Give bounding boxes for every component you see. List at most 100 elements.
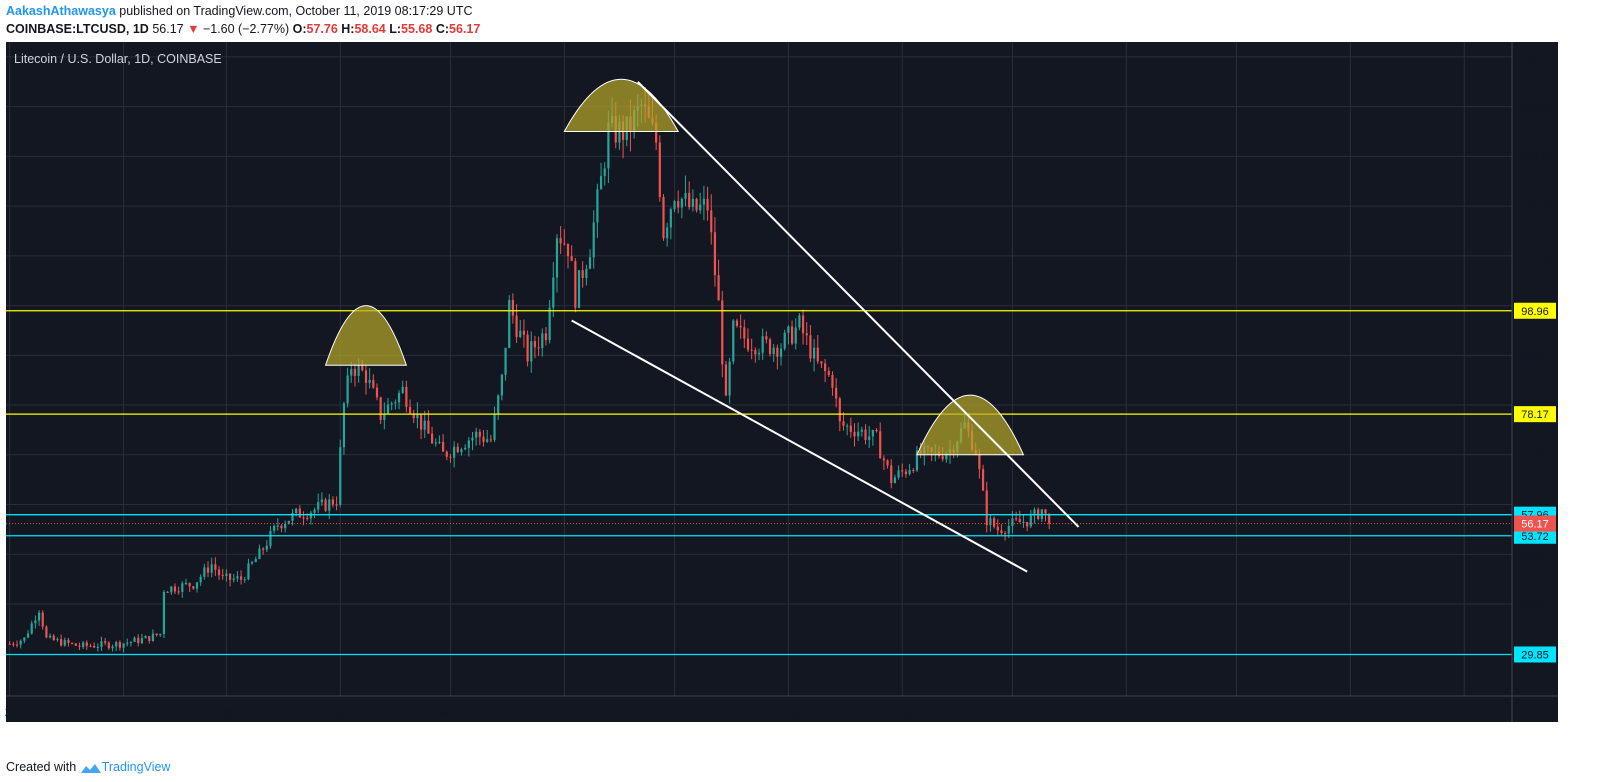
candle-body <box>269 530 272 546</box>
tradingview-logo-icon <box>80 763 101 773</box>
candle-body <box>798 315 801 328</box>
candle-body <box>860 429 863 432</box>
chart-title: Litecoin / U.S. Dollar, 1D, COINBASE <box>14 52 222 66</box>
candle-body <box>827 371 830 375</box>
candle-body <box>309 512 312 519</box>
last-price-label: 56.17 <box>1521 519 1549 531</box>
candle-body <box>342 403 346 448</box>
candle-body <box>684 192 687 199</box>
time-axis[interactable]: 2019 Feb Mar Apr May Jun Jul Aug Sep Oct Nov Dec 202… <box>5 707 1474 719</box>
candle-body <box>978 454 981 470</box>
candle-body <box>232 578 235 580</box>
trendline <box>637 81 1080 528</box>
candle-body <box>537 347 540 349</box>
x-tick-label: Aug <box>778 707 798 719</box>
level-badge-label: 53.72 <box>1521 531 1549 543</box>
candle-body <box>423 420 426 430</box>
x-tick-label: Feb <box>1454 707 1474 719</box>
candle-body <box>555 238 559 278</box>
x-tick-label: Jul <box>667 707 682 719</box>
candle-body <box>588 257 592 269</box>
candle-body <box>221 575 224 577</box>
drawings <box>324 79 1080 573</box>
candle-body <box>48 635 52 638</box>
close-label: C: <box>435 22 450 36</box>
candle-body <box>320 499 323 503</box>
candle-body <box>812 347 816 359</box>
candle-body <box>996 526 999 531</box>
candle-body <box>497 395 500 415</box>
open-label: O: <box>292 22 307 36</box>
price-change: −1.60 (−2.77%) <box>202 22 290 36</box>
candle-body <box>824 363 827 372</box>
candle-body <box>478 431 481 437</box>
grid <box>6 42 1512 696</box>
candle-body <box>541 333 544 349</box>
candle-body <box>787 326 790 333</box>
candle-body <box>475 431 478 438</box>
low-label: L: <box>389 22 402 36</box>
y-tick-label: 150.00 <box>1520 52 1554 64</box>
candle-body <box>607 122 610 169</box>
candle-body <box>871 430 874 437</box>
candle-body <box>552 277 555 308</box>
level-badge-label: 78.17 <box>1521 409 1549 421</box>
candle-body <box>247 563 250 580</box>
candle-body <box>688 192 691 208</box>
candle-body <box>544 333 548 341</box>
candle-body <box>453 446 456 458</box>
candle-body <box>599 176 603 190</box>
candle-body <box>772 347 775 354</box>
candle-body <box>904 471 908 475</box>
candle-body <box>140 638 144 644</box>
candle-body <box>15 644 19 646</box>
candle-body <box>853 431 856 437</box>
last-price-badge <box>1514 515 1556 532</box>
candle-body <box>445 451 448 457</box>
candle-body <box>596 189 599 223</box>
candle-body <box>265 545 268 550</box>
candle-body <box>405 386 408 407</box>
candle-body <box>464 447 467 450</box>
candle-body <box>357 364 360 376</box>
candle-body <box>750 349 753 351</box>
candle-body <box>199 576 202 583</box>
candle-body <box>298 508 301 518</box>
price-chart[interactable]: 40.0050.0060.0070.0080.0090.00100.00110.… <box>0 42 1616 744</box>
candle-body <box>533 341 537 348</box>
candle-body <box>945 453 948 460</box>
arc-pattern <box>324 305 408 366</box>
candle-body <box>662 197 665 239</box>
candle-body <box>78 645 81 647</box>
horizontal-levels <box>6 310 1512 656</box>
candle-body <box>372 379 375 388</box>
candle-body <box>126 642 129 644</box>
author-link[interactable]: AakashAthawasya <box>6 4 116 18</box>
candle-body <box>390 403 393 405</box>
candle-body <box>295 508 298 514</box>
candle-body <box>100 641 103 647</box>
down-arrow-icon: ▼ <box>187 22 200 36</box>
candle-body <box>754 350 757 355</box>
x-tick-label: Jun <box>555 707 574 719</box>
candle-body <box>563 243 566 245</box>
level-badge <box>1514 646 1556 663</box>
candle-body <box>408 406 412 414</box>
candle-body <box>291 513 294 521</box>
candle-body <box>419 413 423 430</box>
y-tick-label: 90.00 <box>1520 350 1548 362</box>
symbol-info: COINBASE:LTCUSD, 1D 56.17 ▼ −1.60 (−2.77… <box>6 22 480 36</box>
candle-body <box>339 447 342 505</box>
candle-body <box>666 227 669 239</box>
candle-body <box>284 523 287 529</box>
candle-body <box>757 352 761 355</box>
candle-body <box>133 637 136 642</box>
high-label: H: <box>341 22 355 36</box>
candle-body <box>166 591 169 593</box>
price-axis[interactable]: 40.0050.0060.0070.0080.0090.00100.00110.… <box>1514 52 1556 663</box>
candle-body <box>912 470 915 472</box>
candle-body <box>324 499 327 511</box>
candle-body <box>1000 530 1003 534</box>
tradingview-brand-link[interactable]: TradingView <box>101 760 171 774</box>
candle-body <box>383 413 386 420</box>
